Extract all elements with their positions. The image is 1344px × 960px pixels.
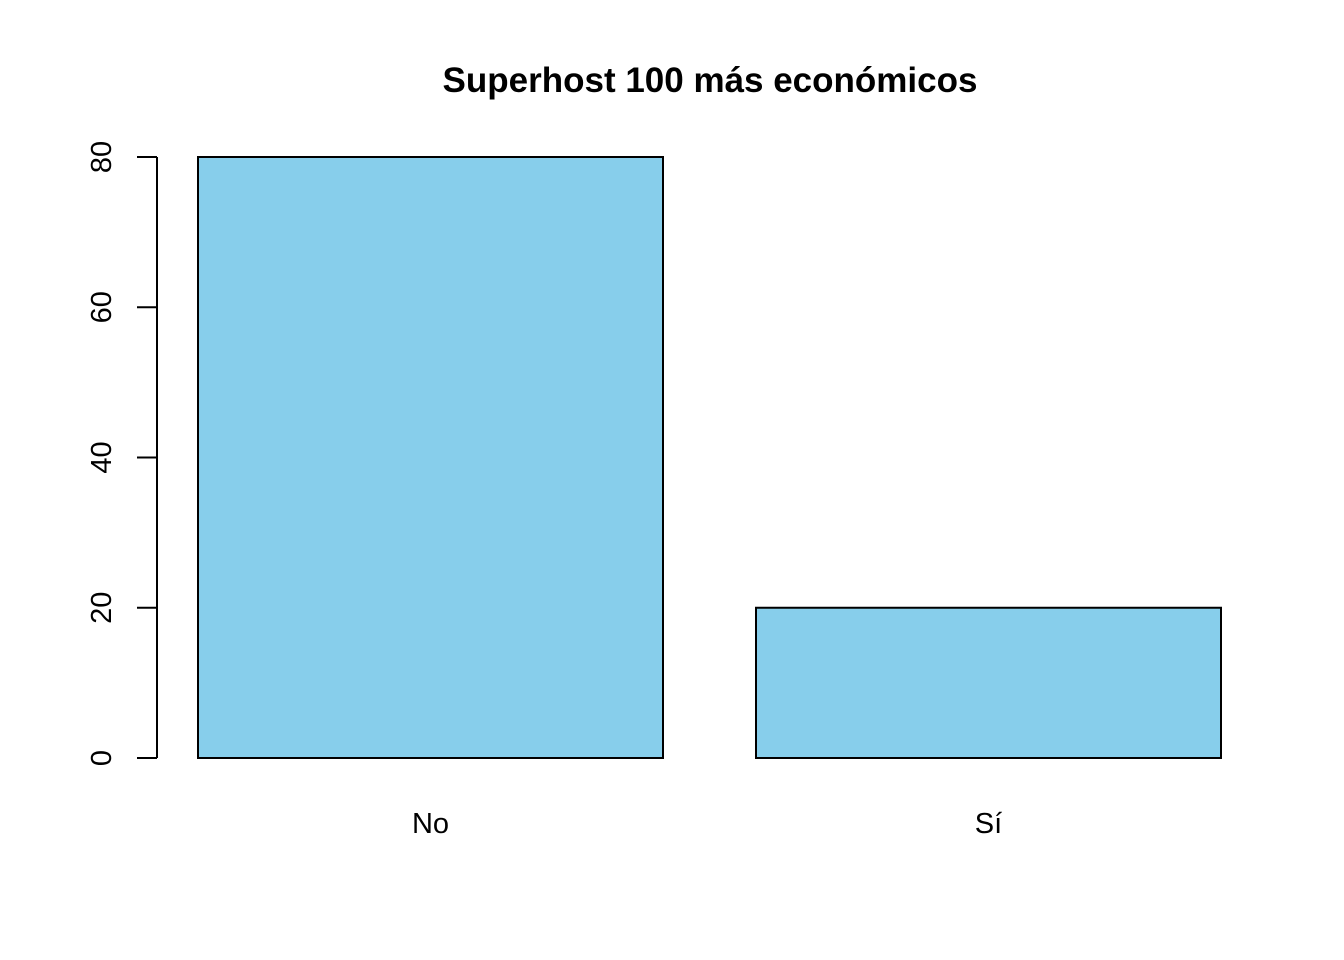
y-axis: 0 20 40 60 80: [86, 141, 158, 766]
y-tick-label: 60: [86, 291, 118, 323]
x-tick-label: Sí: [975, 808, 1002, 840]
y-tick-label: 80: [86, 141, 118, 173]
x-tick-label: No: [412, 808, 449, 840]
bars: [197, 156, 1222, 759]
bar-sí: [755, 606, 1222, 759]
bar-no: [197, 156, 664, 759]
y-tick-label: 0: [86, 750, 118, 766]
chart-title: Superhost 100 más económicos: [443, 61, 978, 100]
y-tick-label: 40: [86, 441, 118, 473]
x-axis-labels: No Sí: [412, 808, 1002, 840]
y-tick-label: 20: [86, 592, 118, 624]
